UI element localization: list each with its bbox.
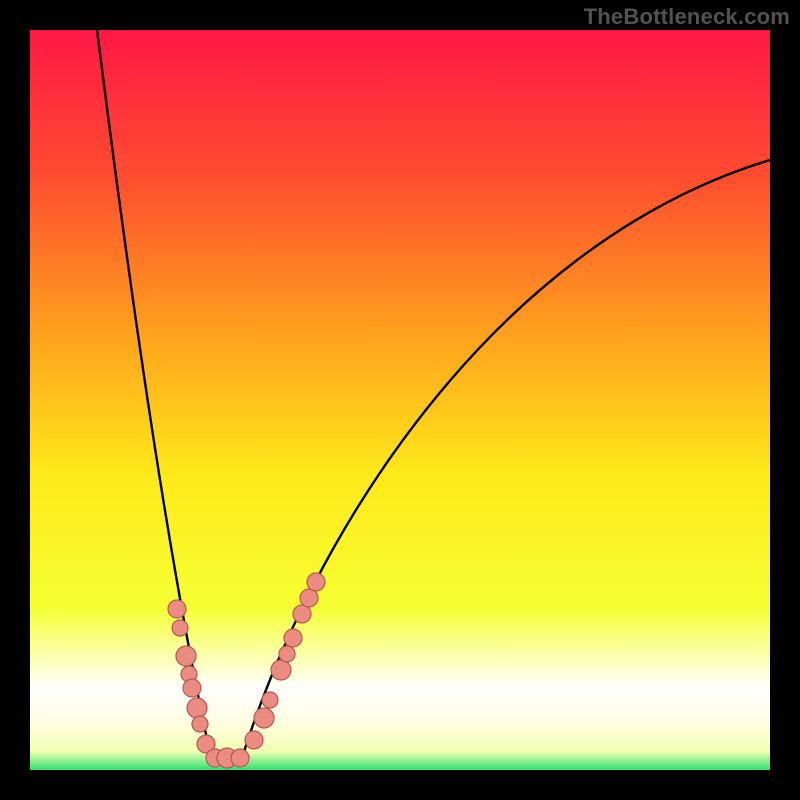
data-marker [254, 708, 274, 728]
chart-container: TheBottleneck.com [0, 0, 800, 800]
data-marker [176, 646, 196, 666]
data-marker [293, 605, 311, 623]
data-marker [231, 749, 249, 767]
watermark-text: TheBottleneck.com [584, 4, 790, 30]
data-marker [245, 731, 263, 749]
gradient-background [30, 30, 770, 770]
data-marker [307, 573, 325, 591]
data-marker [192, 716, 208, 732]
chart-svg [0, 0, 800, 800]
data-marker [262, 692, 278, 708]
data-marker [271, 660, 291, 680]
data-marker [187, 698, 207, 718]
data-marker [284, 629, 302, 647]
data-marker [279, 646, 295, 662]
data-marker [172, 620, 188, 636]
data-marker [168, 600, 186, 618]
data-marker [300, 589, 318, 607]
plot-area [30, 30, 770, 770]
data-marker [183, 679, 201, 697]
